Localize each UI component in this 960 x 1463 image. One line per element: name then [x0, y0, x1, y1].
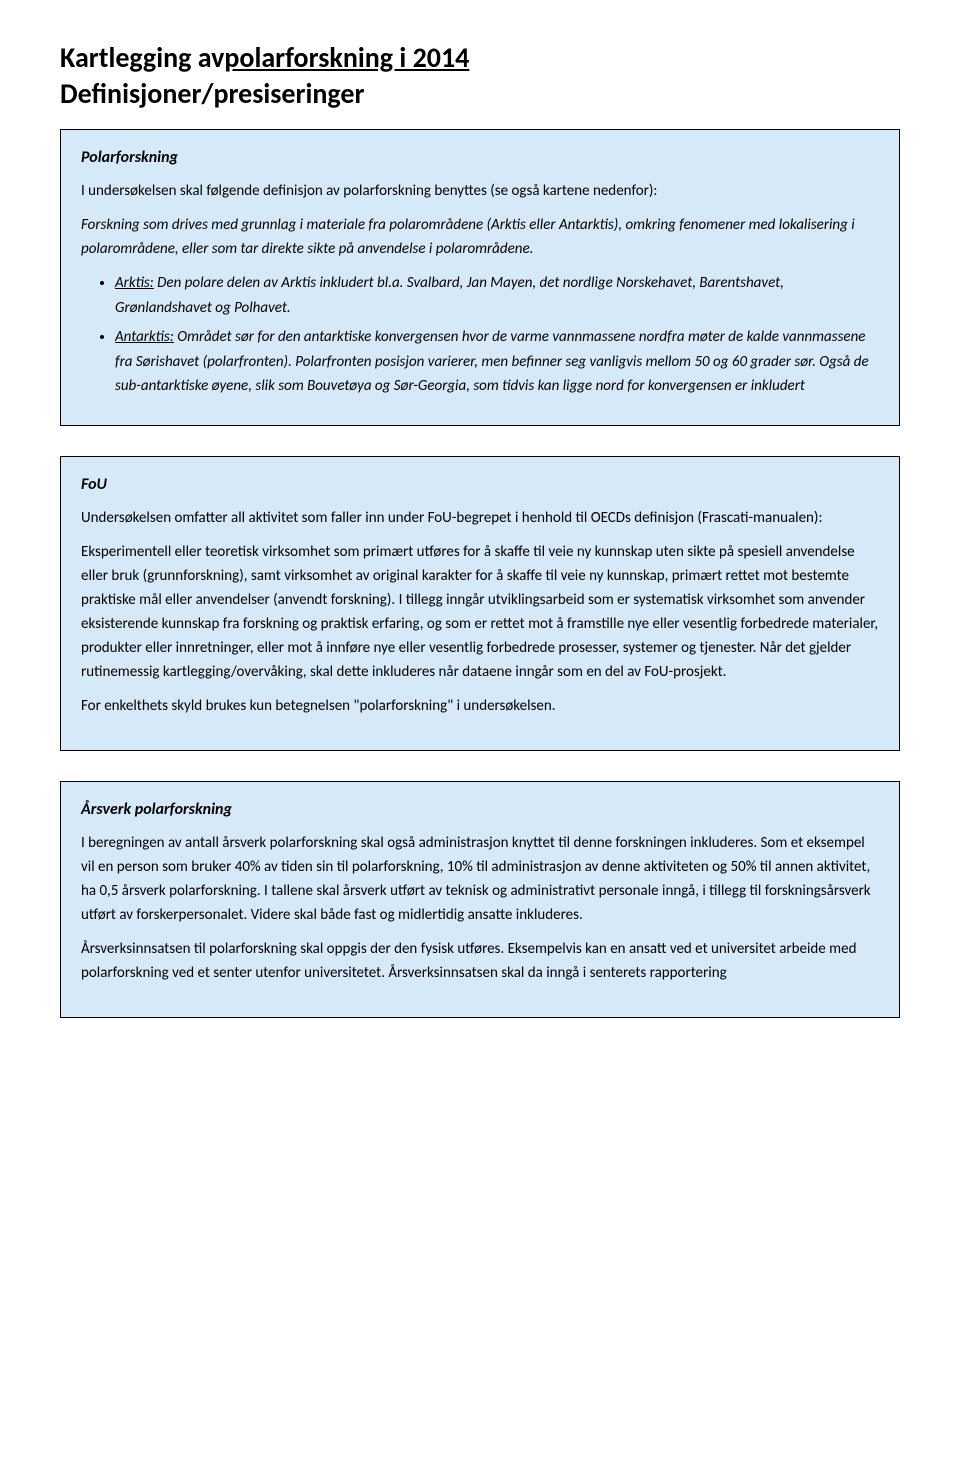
- box3-heading: Årsverk polarforskning: [81, 800, 879, 819]
- box3-p2: Årsverksinnsatsen til polarforskning ska…: [81, 937, 879, 985]
- box-polarforskning: Polarforskning I undersøkelsen skal følg…: [60, 129, 900, 426]
- box-fou: FoU Undersøkelsen omfatter all aktivitet…: [60, 456, 900, 751]
- arktis-term: Arktis:: [115, 274, 154, 292]
- antarktis-text: Området sør for den antarktiske konverge…: [115, 328, 869, 396]
- antarktis-term: Antarktis:: [115, 328, 174, 346]
- box2-p2: Eksperimentell eller teoretisk virksomhe…: [81, 540, 879, 684]
- box2-p1: Undersøkelsen omfatter all aktivitet som…: [81, 506, 879, 530]
- box2-heading: FoU: [81, 475, 879, 494]
- box1-p1: I undersøkelsen skal følgende definisjon…: [81, 179, 879, 203]
- box3-p1: I beregningen av antall årsverk polarfor…: [81, 831, 879, 927]
- page-subtitle: Definisjoner/presiseringer: [60, 76, 900, 111]
- page-title: Kartlegging av polarforskning i 2014: [60, 40, 900, 76]
- box2-p3: For enkelthets skyld brukes kun betegnel…: [81, 694, 879, 718]
- box1-list: Arktis: Den polare delen av Arktis inklu…: [81, 271, 879, 399]
- list-item: Arktis: Den polare delen av Arktis inklu…: [115, 271, 879, 321]
- box1-p2: Forskning som drives med grunnlag i mate…: [81, 213, 879, 261]
- title-plain: Kartlegging av: [60, 40, 224, 76]
- box1-heading: Polarforskning: [81, 148, 879, 167]
- arktis-text: Den polare delen av Arktis inkludert bl.…: [115, 274, 784, 317]
- list-item: Antarktis: Området sør for den antarktis…: [115, 325, 879, 399]
- title-underlined: polarforskning i 2014: [224, 40, 469, 75]
- box-arsverk: Årsverk polarforskning I beregningen av …: [60, 781, 900, 1018]
